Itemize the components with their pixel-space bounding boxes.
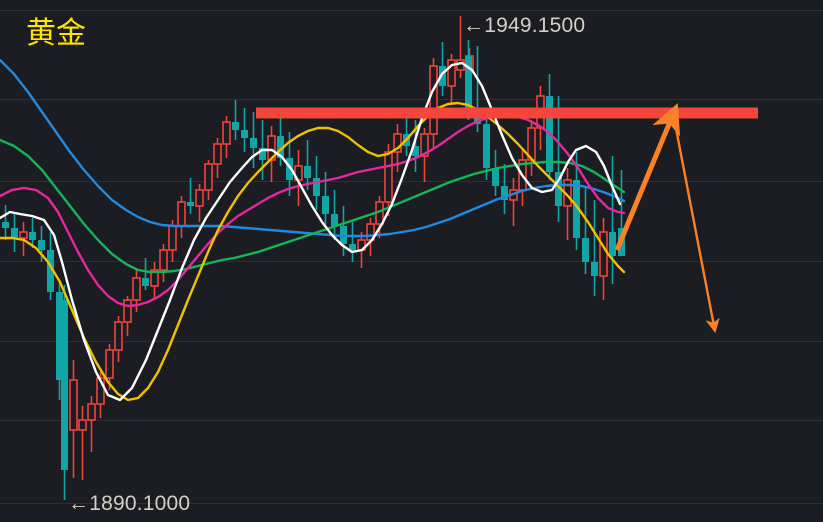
moving-average-white bbox=[0, 61, 622, 402]
candle bbox=[195, 184, 204, 222]
candle bbox=[87, 396, 96, 452]
candle bbox=[465, 40, 472, 120]
candle bbox=[483, 108, 490, 180]
candle bbox=[123, 296, 132, 336]
bearish-projection-arrow bbox=[672, 117, 720, 334]
bullish-leg-arrow bbox=[614, 103, 681, 251]
candle bbox=[250, 112, 257, 168]
candle bbox=[61, 285, 68, 500]
candle bbox=[501, 164, 508, 214]
candle bbox=[349, 222, 356, 262]
candle bbox=[609, 156, 616, 284]
candle bbox=[447, 54, 456, 104]
gridline-group bbox=[0, 10, 823, 504]
moving-average-yellow bbox=[0, 101, 626, 402]
candle bbox=[304, 140, 311, 190]
candle bbox=[159, 244, 168, 282]
moving-average-group bbox=[0, 58, 626, 402]
candle bbox=[78, 406, 87, 480]
candle bbox=[11, 212, 18, 252]
candle bbox=[114, 316, 123, 362]
candle bbox=[204, 160, 213, 200]
resistance-line bbox=[256, 107, 758, 119]
candle bbox=[222, 116, 231, 158]
candle bbox=[150, 262, 159, 300]
candle bbox=[2, 205, 9, 240]
candle bbox=[492, 150, 499, 196]
candle bbox=[591, 200, 598, 296]
candle bbox=[56, 280, 63, 400]
candle bbox=[439, 42, 446, 96]
candle bbox=[582, 186, 589, 274]
candle bbox=[29, 218, 36, 248]
candle bbox=[241, 108, 248, 152]
candle bbox=[384, 144, 393, 216]
candle bbox=[142, 258, 149, 290]
candle bbox=[69, 360, 78, 478]
candle bbox=[213, 138, 222, 178]
candle bbox=[573, 152, 580, 250]
moving-average-blue bbox=[0, 58, 626, 238]
candle bbox=[331, 190, 338, 240]
moving-average-green bbox=[0, 138, 626, 274]
candle bbox=[187, 178, 194, 214]
candle bbox=[232, 100, 239, 140]
moving-average-magenta bbox=[0, 114, 626, 308]
candle bbox=[277, 118, 284, 166]
